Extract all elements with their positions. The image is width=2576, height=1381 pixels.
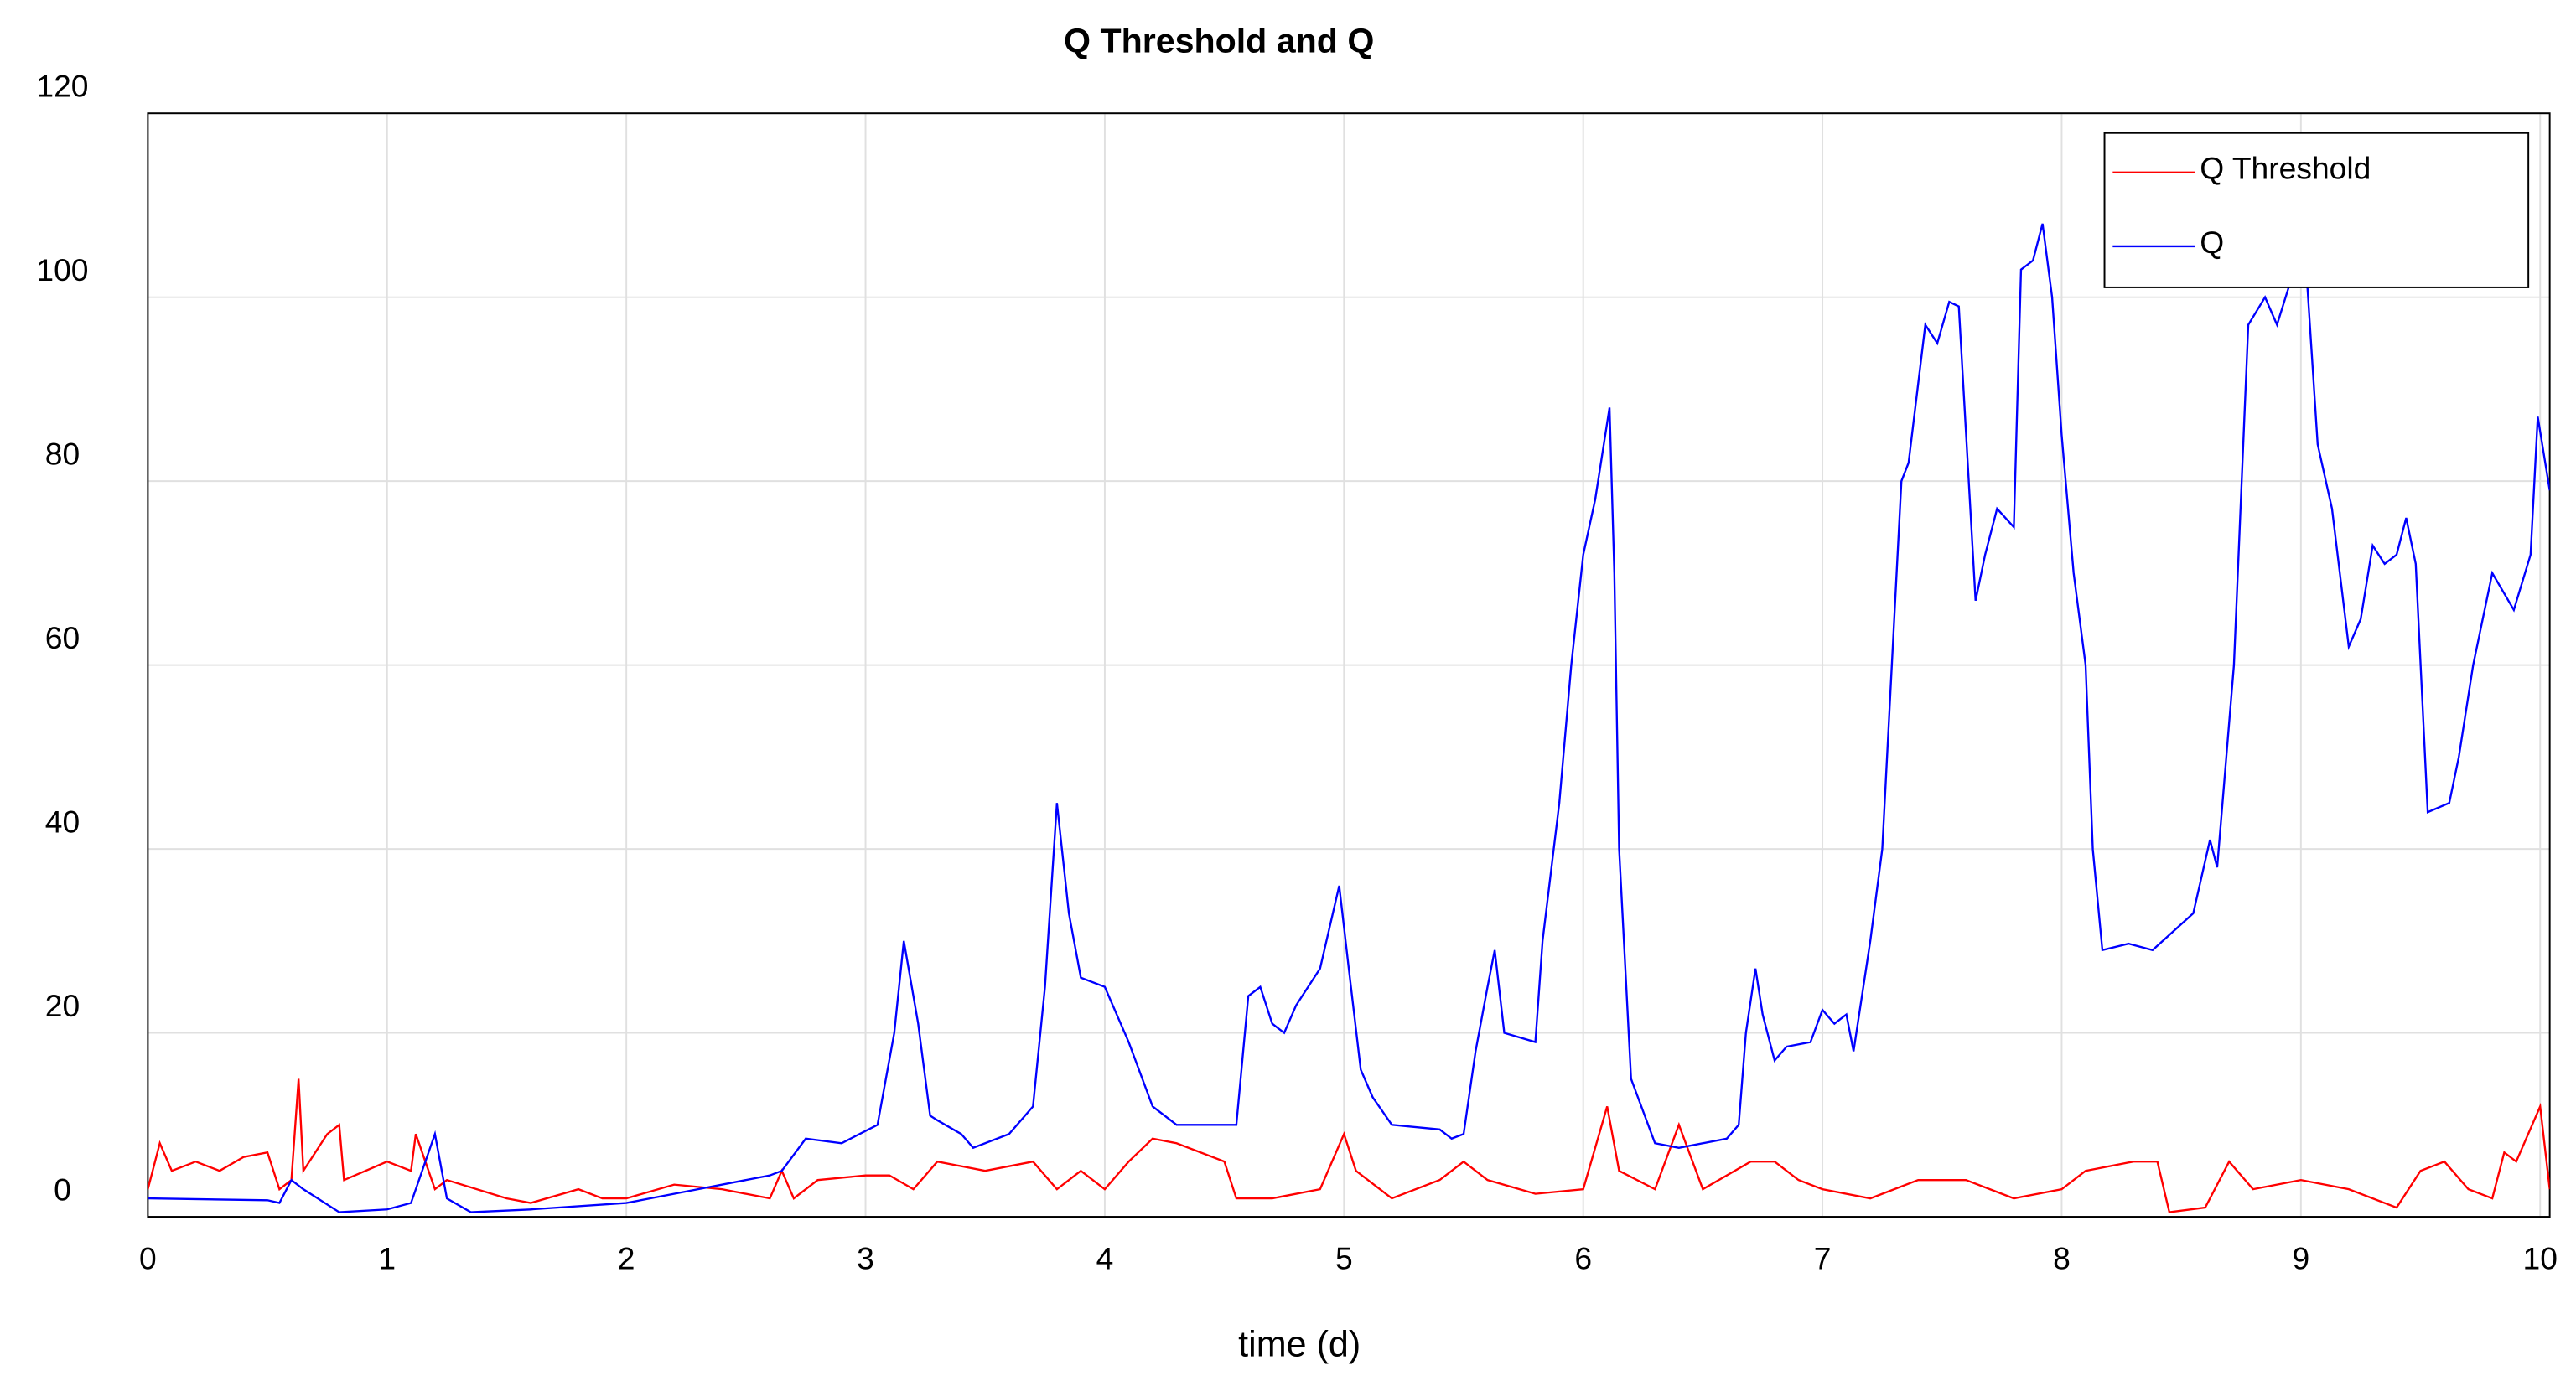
x-tick-label: 6 bbox=[1574, 1241, 1592, 1276]
legend-box bbox=[2103, 132, 2530, 288]
y-tick-label: 40 bbox=[45, 804, 80, 840]
x-tick-label: 1 bbox=[378, 1241, 396, 1276]
plot-area bbox=[148, 223, 2550, 1213]
x-axis-label: time (d) bbox=[1238, 1325, 1361, 1365]
y-tick-label: 20 bbox=[45, 988, 80, 1023]
data-line bbox=[148, 1078, 2550, 1213]
x-tick-label: 9 bbox=[2292, 1241, 2309, 1276]
x-tick-label: 2 bbox=[618, 1241, 635, 1276]
x-tick-label: 3 bbox=[857, 1241, 874, 1276]
chart-title: Q Threshold and Q bbox=[1064, 22, 1374, 60]
plot-frame bbox=[147, 112, 2551, 1218]
x-tick-label: 10 bbox=[2523, 1241, 2558, 1276]
y-tick-label: 100 bbox=[36, 252, 88, 287]
x-tick-label: 5 bbox=[1335, 1241, 1353, 1276]
data-line bbox=[148, 223, 2550, 1213]
x-tick-label: 8 bbox=[2053, 1241, 2071, 1276]
x-tick-label: 4 bbox=[1096, 1241, 1114, 1276]
y-tick-label: 80 bbox=[45, 437, 80, 472]
legend-label: Q Threshold bbox=[2200, 151, 2371, 186]
y-tick-label: 60 bbox=[45, 620, 80, 655]
legend-label: Q bbox=[2200, 225, 2224, 260]
y-tick-label: 0 bbox=[54, 1172, 71, 1207]
y-tick-label: 120 bbox=[36, 69, 88, 104]
x-tick-label: 0 bbox=[139, 1241, 157, 1276]
x-tick-label: 7 bbox=[1814, 1241, 1832, 1276]
